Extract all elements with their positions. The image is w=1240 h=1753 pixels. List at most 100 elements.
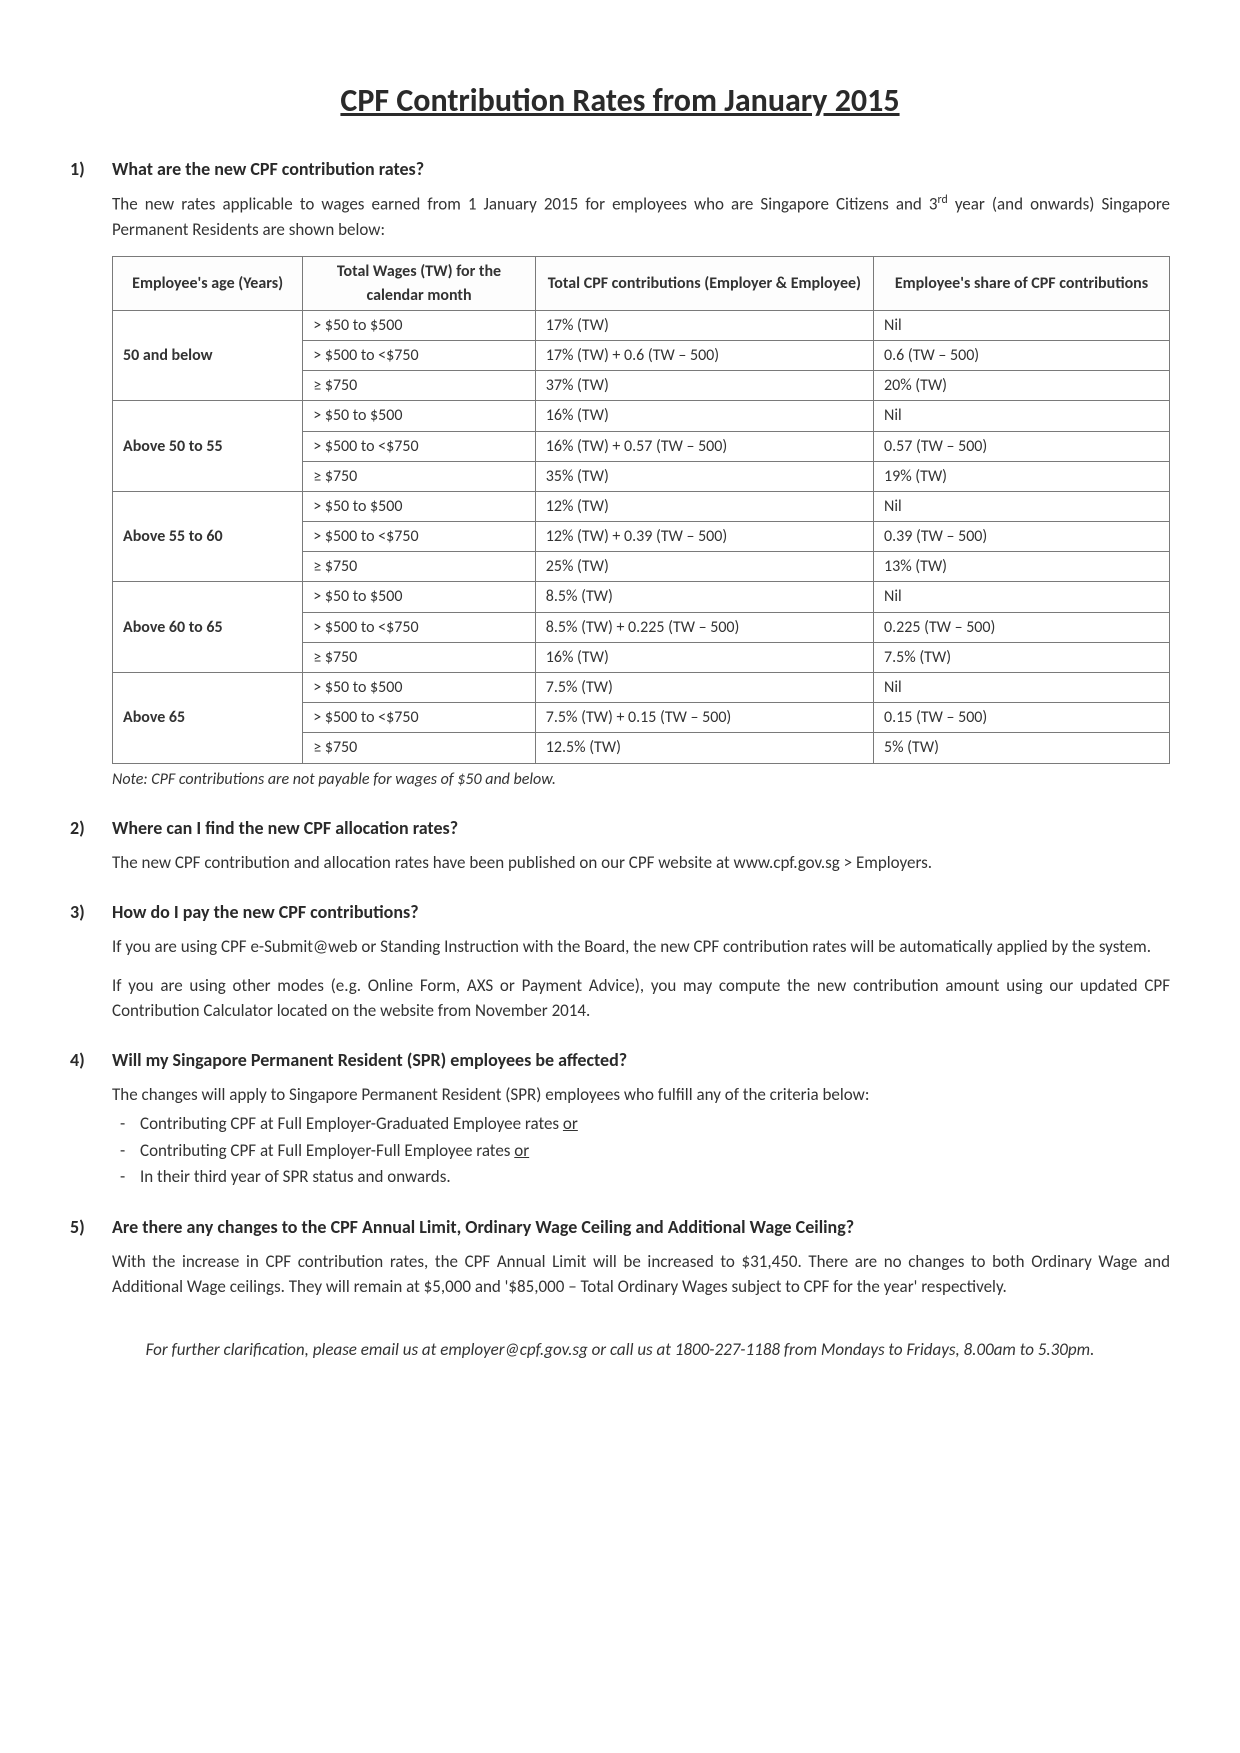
- section-1: 1) What are the new CPF contribution rat…: [70, 158, 1170, 790]
- employee-cell: Nil: [874, 401, 1170, 431]
- section-3-p2: If you are using other modes (e.g. Onlin…: [112, 974, 1170, 1023]
- section-5-heading: 5) Are there any changes to the CPF Annu…: [70, 1216, 1170, 1238]
- table-note: Note: CPF contributions are not payable …: [112, 768, 1170, 791]
- section-4-title: Will my Singapore Permanent Resident (SP…: [112, 1049, 627, 1071]
- section-3: 3) How do I pay the new CPF contribution…: [70, 901, 1170, 1023]
- wage-cell: > $50 to $500: [303, 491, 536, 521]
- list-item-text: In their third year of SPR status and on…: [140, 1166, 451, 1187]
- wage-cell: ≥ $750: [303, 371, 536, 401]
- section-4-num: 4): [70, 1049, 98, 1071]
- section-3-p1: If you are using CPF e-Submit@web or Sta…: [112, 935, 1170, 960]
- section-2-heading: 2) Where can I find the new CPF allocati…: [70, 817, 1170, 839]
- total-cell: 17% (TW): [535, 310, 873, 340]
- employee-cell: Nil: [874, 310, 1170, 340]
- table-row: Above 55 to 60> $50 to $50012% (TW)Nil: [113, 491, 1170, 521]
- age-cell: Above 50 to 55: [113, 401, 303, 492]
- total-cell: 12.5% (TW): [535, 733, 873, 763]
- employee-cell: Nil: [874, 491, 1170, 521]
- wage-cell: ≥ $750: [303, 461, 536, 491]
- section-3-title: How do I pay the new CPF contributions?: [112, 901, 419, 923]
- table-row: Above 50 to 55> $50 to $50016% (TW)Nil: [113, 401, 1170, 431]
- total-cell: 35% (TW): [535, 461, 873, 491]
- section-2-title: Where can I find the new CPF allocation …: [112, 817, 458, 839]
- wage-cell: ≥ $750: [303, 552, 536, 582]
- wage-cell: > $50 to $500: [303, 673, 536, 703]
- wage-cell: > $500 to <$750: [303, 703, 536, 733]
- list-item-or: or: [514, 1140, 529, 1161]
- age-cell: Above 60 to 65: [113, 582, 303, 673]
- employee-cell: 0.39 (TW – 500): [874, 522, 1170, 552]
- age-cell: Above 65: [113, 673, 303, 764]
- section-1-num: 1): [70, 158, 98, 180]
- wage-cell: > $500 to <$750: [303, 431, 536, 461]
- section-1-title: What are the new CPF contribution rates?: [112, 158, 424, 180]
- employee-cell: 7.5% (TW): [874, 642, 1170, 672]
- list-item-text: Contributing CPF at Full Employer-Gradua…: [140, 1113, 563, 1134]
- total-cell: 12% (TW): [535, 491, 873, 521]
- total-cell: 17% (TW) + 0.6 (TW – 500): [535, 340, 873, 370]
- total-cell: 7.5% (TW): [535, 673, 873, 703]
- employee-cell: 5% (TW): [874, 733, 1170, 763]
- table-header-row: Employee's age (Years) Total Wages (TW) …: [113, 257, 1170, 310]
- section-3-heading: 3) How do I pay the new CPF contribution…: [70, 901, 1170, 923]
- wage-cell: > $50 to $500: [303, 401, 536, 431]
- section-3-num: 3): [70, 901, 98, 923]
- col-age: Employee's age (Years): [113, 257, 303, 310]
- total-cell: 37% (TW): [535, 371, 873, 401]
- s1-intro-a: The new rates applicable to wages earned…: [112, 194, 938, 215]
- table-row: 50 and below> $50 to $50017% (TW)Nil: [113, 310, 1170, 340]
- total-cell: 7.5% (TW) + 0.15 (TW – 500): [535, 703, 873, 733]
- total-cell: 8.5% (TW): [535, 582, 873, 612]
- list-item: Contributing CPF at Full Employer-Full E…: [140, 1139, 1170, 1164]
- rates-table: Employee's age (Years) Total Wages (TW) …: [112, 256, 1170, 763]
- total-cell: 25% (TW): [535, 552, 873, 582]
- employee-cell: Nil: [874, 673, 1170, 703]
- section-2: 2) Where can I find the new CPF allocati…: [70, 817, 1170, 876]
- total-cell: 12% (TW) + 0.39 (TW – 500): [535, 522, 873, 552]
- employee-cell: 20% (TW): [874, 371, 1170, 401]
- section-2-num: 2): [70, 817, 98, 839]
- wage-cell: ≥ $750: [303, 642, 536, 672]
- table-row: Above 60 to 65> $50 to $5008.5% (TW)Nil: [113, 582, 1170, 612]
- wage-cell: > $500 to <$750: [303, 340, 536, 370]
- section-1-heading: 1) What are the new CPF contribution rat…: [70, 158, 1170, 180]
- total-cell: 8.5% (TW) + 0.225 (TW – 500): [535, 612, 873, 642]
- s1-intro-sup: rd: [938, 193, 948, 207]
- employee-cell: 0.6 (TW – 500): [874, 340, 1170, 370]
- total-cell: 16% (TW): [535, 642, 873, 672]
- table-row: Above 65> $50 to $5007.5% (TW)Nil: [113, 673, 1170, 703]
- employee-cell: 0.15 (TW – 500): [874, 703, 1170, 733]
- section-1-intro: The new rates applicable to wages earned…: [112, 192, 1170, 242]
- list-item-text: Contributing CPF at Full Employer-Full E…: [140, 1140, 514, 1161]
- col-employee: Employee's share of CPF contributions: [874, 257, 1170, 310]
- footer-contact: For further clarification, please email …: [70, 1339, 1170, 1360]
- total-cell: 16% (TW) + 0.57 (TW – 500): [535, 431, 873, 461]
- section-4-intro: The changes will apply to Singapore Perm…: [112, 1083, 1170, 1108]
- section-5-num: 5): [70, 1216, 98, 1238]
- age-cell: Above 55 to 60: [113, 491, 303, 582]
- wage-cell: ≥ $750: [303, 733, 536, 763]
- wage-cell: > $50 to $500: [303, 310, 536, 340]
- employee-cell: 19% (TW): [874, 461, 1170, 491]
- employee-cell: 0.225 (TW – 500): [874, 612, 1170, 642]
- total-cell: 16% (TW): [535, 401, 873, 431]
- wage-cell: > $500 to <$750: [303, 522, 536, 552]
- list-item: Contributing CPF at Full Employer-Gradua…: [140, 1112, 1170, 1137]
- page-title: CPF Contribution Rates from January 2015: [70, 81, 1170, 120]
- section-5-body: With the increase in CPF contribution ra…: [112, 1250, 1170, 1299]
- section-2-body: The new CPF contribution and allocation …: [112, 851, 1170, 876]
- section-5: 5) Are there any changes to the CPF Annu…: [70, 1216, 1170, 1299]
- col-total: Total CPF contributions (Employer & Empl…: [535, 257, 873, 310]
- section-4-heading: 4) Will my Singapore Permanent Resident …: [70, 1049, 1170, 1071]
- list-item: In their third year of SPR status and on…: [140, 1165, 1170, 1190]
- list-item-or: or: [563, 1113, 578, 1134]
- employee-cell: 13% (TW): [874, 552, 1170, 582]
- section-5-title: Are there any changes to the CPF Annual …: [112, 1216, 854, 1238]
- wage-cell: > $500 to <$750: [303, 612, 536, 642]
- employee-cell: Nil: [874, 582, 1170, 612]
- section-4-list: Contributing CPF at Full Employer-Gradua…: [112, 1112, 1170, 1190]
- employee-cell: 0.57 (TW – 500): [874, 431, 1170, 461]
- wage-cell: > $50 to $500: [303, 582, 536, 612]
- age-cell: 50 and below: [113, 310, 303, 401]
- col-wages: Total Wages (TW) for the calendar month: [303, 257, 536, 310]
